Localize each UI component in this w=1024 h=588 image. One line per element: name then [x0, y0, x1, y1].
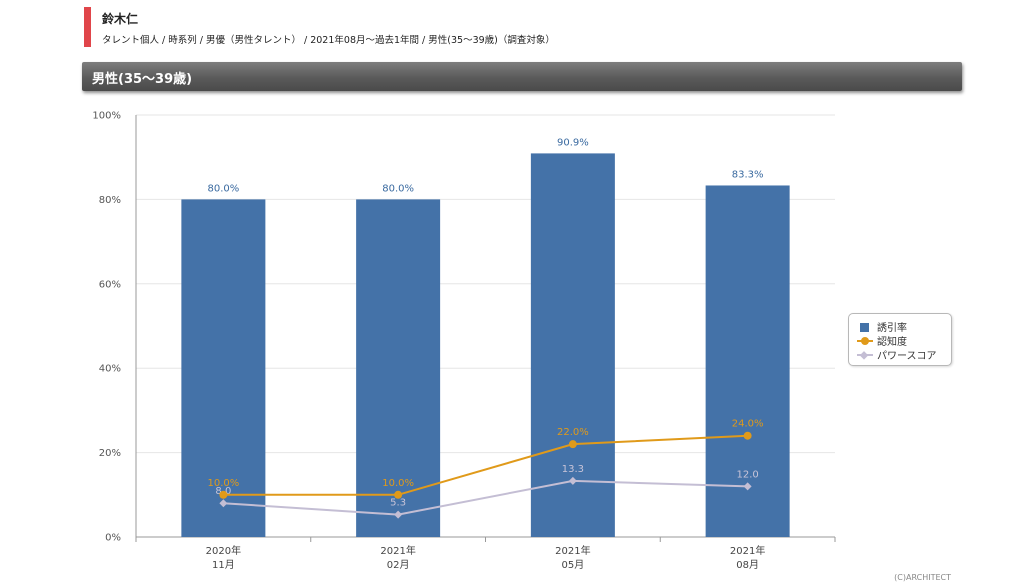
recognition-label: 24.0%: [732, 419, 764, 430]
recognition-label: 10.0%: [207, 478, 239, 489]
y-tick-label: 100%: [92, 111, 121, 122]
x-tick-label-month: 11月: [212, 559, 235, 571]
power-score-line: [223, 479, 748, 516]
legend-label: 認知度: [877, 337, 907, 348]
recognition-point: [743, 431, 752, 440]
x-tick-label-year: 2020年: [206, 544, 241, 557]
legend-item-power-score: パワースコア: [857, 347, 937, 362]
y-tick-label: 20%: [99, 448, 121, 459]
bar-data-label: 90.9%: [557, 137, 589, 148]
bar: [705, 185, 790, 537]
recognition-point: [219, 490, 228, 499]
bar-data-label: 80.0%: [382, 183, 414, 194]
power-score-label: 13.3: [562, 464, 584, 475]
legend-line-diamond-swatch: [857, 350, 873, 360]
bar: [530, 153, 615, 538]
y-tick-label: 0%: [105, 533, 121, 544]
legend-label: 誘引率: [877, 323, 907, 334]
x-tick-label-year: 2021年: [555, 544, 590, 557]
legend-bar-swatch: [857, 322, 873, 332]
y-tick-label: 80%: [99, 195, 121, 206]
x-tick-label-month: 05月: [562, 559, 585, 571]
recognition-label: 10.0%: [382, 478, 414, 489]
x-tick-label-year: 2021年: [730, 544, 765, 557]
page-title: 鈴木仁: [102, 12, 139, 26]
page-subtitle: タレント個人 / 時系列 / 男優（男性タレント） / 2021年08月〜過去1…: [102, 35, 555, 46]
x-tick-label-month: 02月: [387, 559, 410, 571]
legend: 誘引率 認知度 パワースコア: [848, 313, 952, 366]
power-score-label: 5.3: [390, 498, 406, 509]
title-accent-bar: [84, 7, 91, 47]
legend-item-recognition: 認知度: [857, 333, 907, 348]
bar: [356, 199, 441, 537]
power-score-point: [743, 482, 752, 491]
panel-title: 男性(35〜39歳): [92, 72, 193, 87]
legend-label: パワースコア: [877, 351, 937, 362]
bar-data-label: 83.3%: [732, 169, 764, 180]
x-tick-label-month: 08月: [736, 559, 759, 571]
bar-data-label: 80.0%: [207, 183, 239, 194]
bar: [181, 199, 266, 537]
power-score-label: 12.0: [736, 469, 758, 480]
legend-line-dot-swatch: [857, 336, 873, 346]
y-tick-label: 40%: [99, 364, 121, 375]
power-score-point: [568, 476, 577, 485]
copyright: (C)ARCHITECT: [894, 573, 951, 582]
recognition-point: [394, 490, 403, 499]
legend-item-attraction: 誘引率: [857, 319, 907, 334]
recognition-point: [568, 440, 577, 449]
power-score-point: [394, 510, 403, 519]
y-tick-label: 60%: [99, 279, 121, 290]
x-tick-label-year: 2021年: [380, 544, 415, 557]
recognition-line: [223, 434, 748, 496]
power-score-point: [219, 499, 228, 508]
panel-header: 男性(35〜39歳): [82, 62, 962, 91]
recognition-label: 22.0%: [557, 427, 589, 438]
